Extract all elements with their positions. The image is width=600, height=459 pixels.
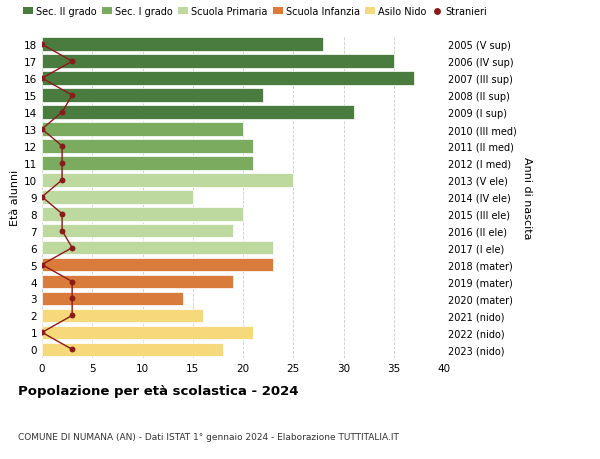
Bar bbox=[42, 157, 253, 170]
Bar bbox=[42, 123, 243, 136]
Y-axis label: Età alunni: Età alunni bbox=[10, 169, 20, 225]
Bar bbox=[42, 56, 394, 69]
Point bbox=[58, 211, 67, 218]
Bar bbox=[42, 343, 223, 356]
Bar bbox=[42, 224, 233, 238]
Point bbox=[67, 312, 77, 319]
Point bbox=[58, 143, 67, 150]
Bar bbox=[42, 309, 203, 323]
Point bbox=[37, 41, 47, 49]
Bar bbox=[42, 326, 253, 339]
Bar bbox=[42, 190, 193, 204]
Text: COMUNE DI NUMANA (AN) - Dati ISTAT 1° gennaio 2024 - Elaborazione TUTTITALIA.IT: COMUNE DI NUMANA (AN) - Dati ISTAT 1° ge… bbox=[18, 431, 399, 441]
Point bbox=[37, 329, 47, 336]
Bar bbox=[42, 39, 323, 52]
Bar bbox=[42, 106, 353, 120]
Point bbox=[58, 109, 67, 117]
Bar bbox=[42, 275, 233, 289]
Text: Popolazione per età scolastica - 2024: Popolazione per età scolastica - 2024 bbox=[18, 384, 299, 397]
Bar bbox=[42, 89, 263, 103]
Point bbox=[67, 295, 77, 302]
Point bbox=[37, 75, 47, 83]
Point bbox=[37, 194, 47, 201]
Bar bbox=[42, 72, 414, 86]
Bar bbox=[42, 241, 273, 255]
Legend: Sec. II grado, Sec. I grado, Scuola Primaria, Scuola Infanzia, Asilo Nido, Stran: Sec. II grado, Sec. I grado, Scuola Prim… bbox=[23, 7, 487, 17]
Bar bbox=[42, 174, 293, 187]
Point bbox=[67, 92, 77, 100]
Point bbox=[67, 58, 77, 66]
Point bbox=[37, 126, 47, 134]
Bar bbox=[42, 140, 253, 153]
Point bbox=[37, 261, 47, 269]
Point bbox=[67, 245, 77, 252]
Point bbox=[58, 228, 67, 235]
Point bbox=[58, 177, 67, 184]
Point bbox=[67, 278, 77, 285]
Point bbox=[67, 346, 77, 353]
Bar bbox=[42, 292, 183, 306]
Point bbox=[58, 160, 67, 167]
Y-axis label: Anni di nascita: Anni di nascita bbox=[523, 156, 532, 239]
Bar bbox=[42, 207, 243, 221]
Bar bbox=[42, 258, 273, 272]
